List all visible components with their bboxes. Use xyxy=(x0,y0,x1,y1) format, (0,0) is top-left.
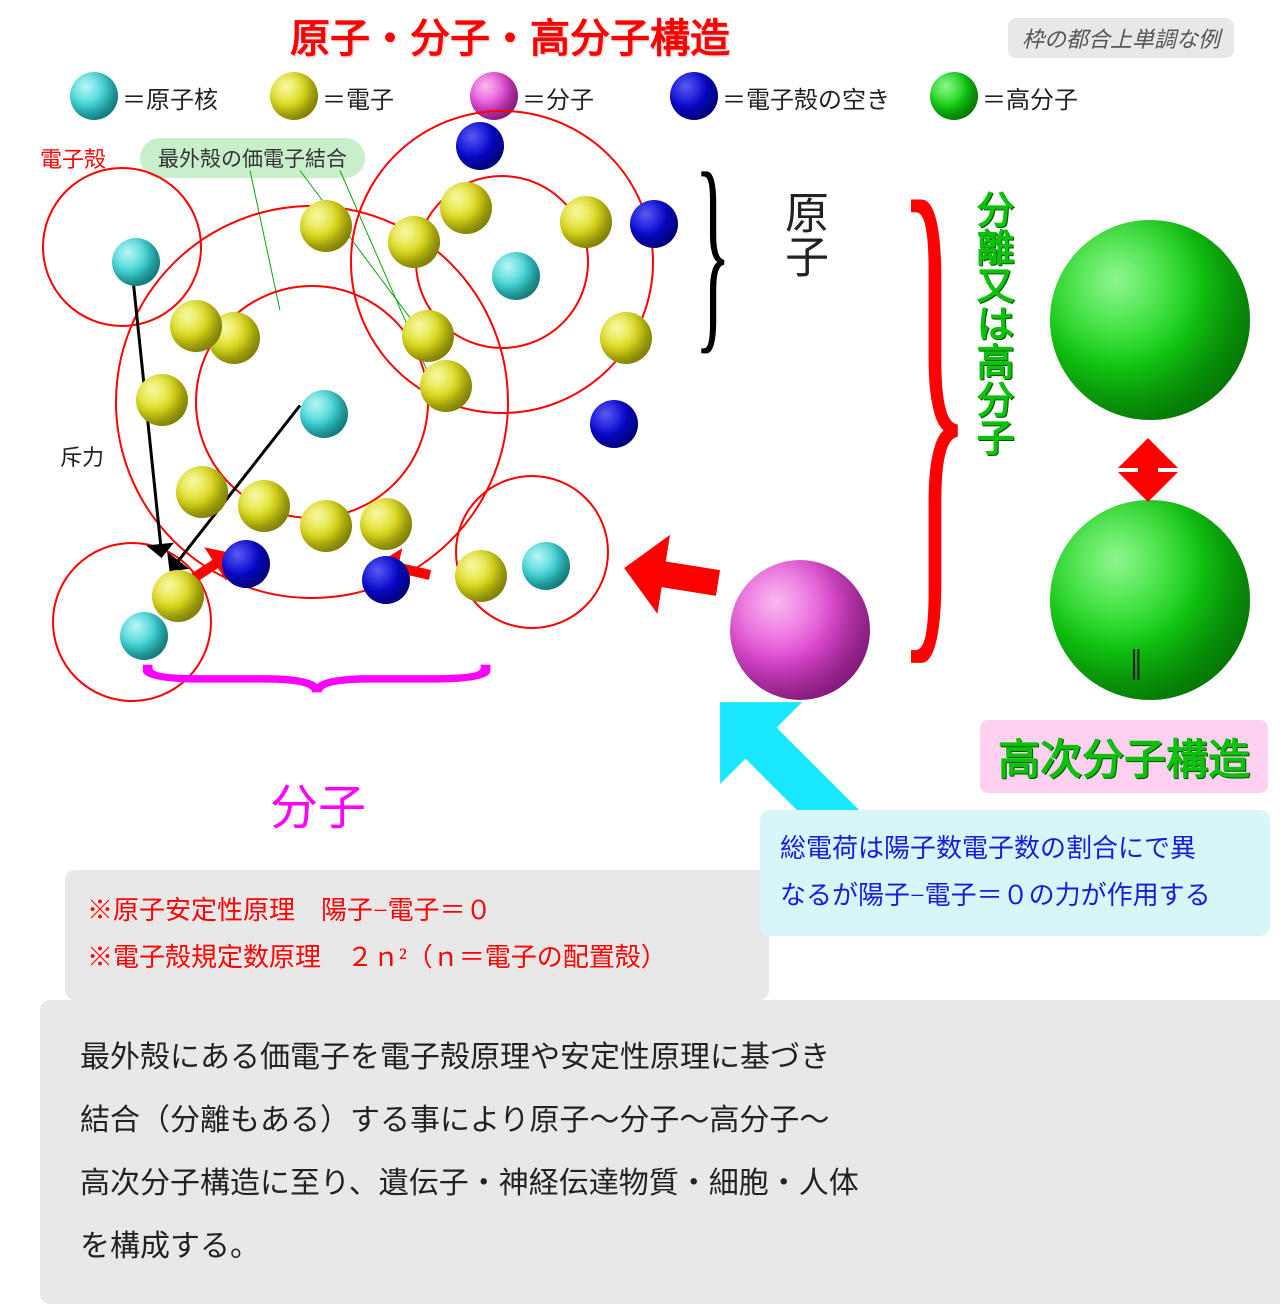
page-title: 原子・分子・高分子構造 xyxy=(290,6,730,64)
label-bunri: 分離又は高分子 xyxy=(964,190,1019,456)
brace-atom: } xyxy=(694,140,731,360)
label-bunshi: 分子 xyxy=(270,768,366,838)
notes-left: ※原子安定性原理 陽子−電子＝０※電子殻規定数原理 ２ｎ²（ｎ＝電子の配置殻） xyxy=(65,870,769,1000)
label-denshikaku: 電子殻 xyxy=(40,142,106,174)
body-line: 最外殻にある価電子を電子殻原理や安定性原理に基づき xyxy=(80,1026,1280,1089)
brace-polymer: } xyxy=(897,120,972,680)
equals-sign: ‖ xyxy=(1130,640,1142,691)
legend-label: ＝電子殻の空き xyxy=(722,80,890,115)
note-line: なるが陽子−電子＝０の力が作用する xyxy=(780,873,1250,920)
legend-label: ＝電子 xyxy=(322,80,394,115)
note-line: ※電子殻規定数原理 ２ｎ²（ｎ＝電子の配置殻） xyxy=(87,935,747,982)
body-line: 高次分子構造に至り、遺伝子・神経伝達物質・細胞・人体 xyxy=(80,1152,1280,1215)
subtitle-box: 枠の都合上単調な例 xyxy=(1008,18,1234,58)
body-line: 結合（分離もある）する事により原子〜分子〜高分子〜 xyxy=(80,1089,1280,1152)
valence-badge: 最外殻の価電子結合 xyxy=(140,138,365,178)
body-text: 最外殻にある価電子を電子殻原理や安定性原理に基づき結合（分離もある）する事により… xyxy=(40,1000,1280,1304)
label-sekiryoku: 斥力 xyxy=(60,440,104,472)
legend-label: ＝高分子 xyxy=(982,80,1078,115)
notes-right: 総電荷は陽子数電子数の割合にで異なるが陽子−電子＝０の力が作用する xyxy=(760,810,1270,936)
note-line: ※原子安定性原理 陽子−電子＝０ xyxy=(87,888,747,935)
body-line: を構成する。 xyxy=(80,1215,1280,1278)
label-genshi: 原子 xyxy=(770,190,834,278)
legend-label: ＝原子核 xyxy=(122,80,218,115)
legend-label: ＝分子 xyxy=(522,80,594,115)
koji-box: 高次分子構造 xyxy=(980,720,1268,793)
note-line: 総電荷は陽子数電子数の割合にで異 xyxy=(780,826,1250,873)
